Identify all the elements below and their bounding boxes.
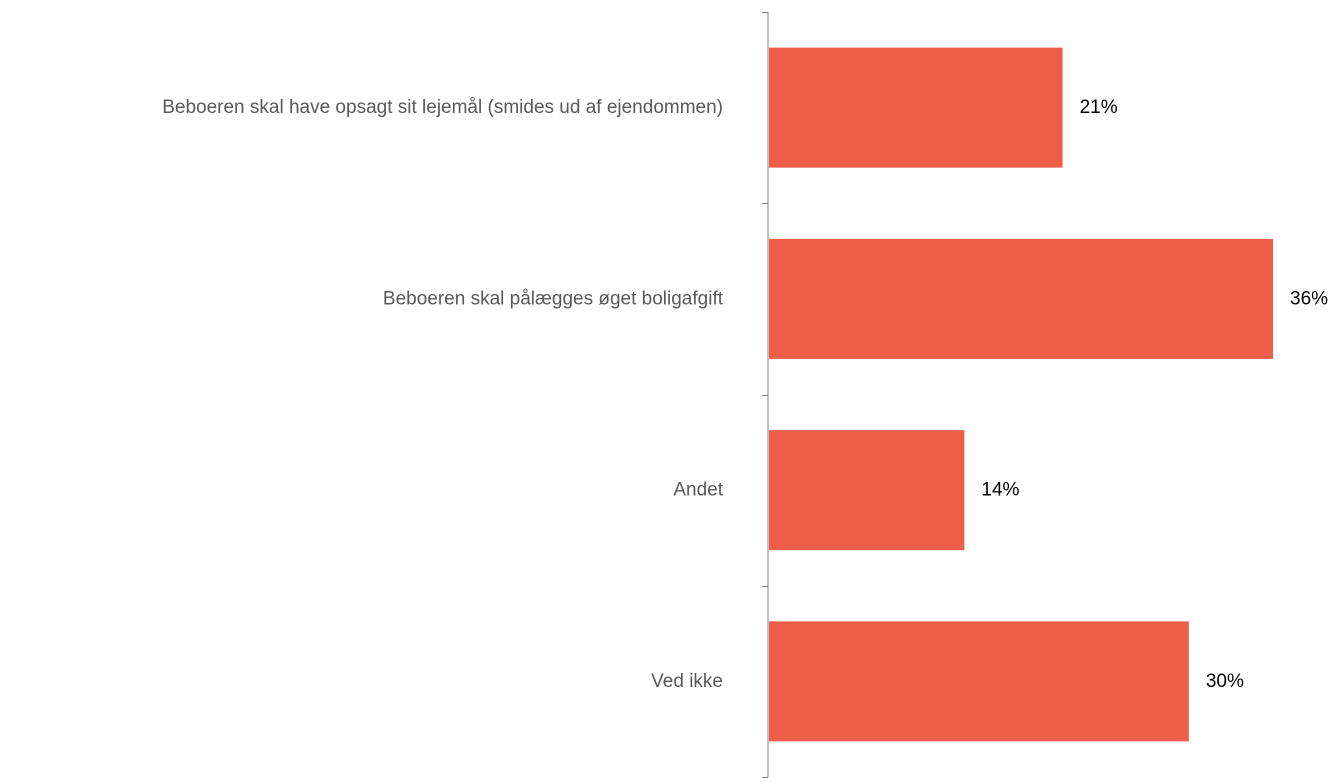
category-label: Andet	[673, 480, 723, 501]
bars-group	[769, 47, 1273, 742]
bar	[769, 238, 1273, 359]
value-label: 30%	[1206, 671, 1244, 692]
category-label: Ved ikke	[651, 671, 723, 692]
bar	[769, 621, 1189, 742]
value-label: 14%	[981, 480, 1019, 501]
category-label: Beboeren skal pålægges øget boligafgift	[383, 288, 724, 309]
bar	[769, 430, 965, 551]
category-axis	[762, 12, 769, 778]
value-label: 36%	[1290, 288, 1328, 309]
value-label: 21%	[1080, 97, 1118, 118]
labels-group: Beboeren skal have opsagt sit lejemål (s…	[162, 97, 1328, 692]
category-label: Beboeren skal have opsagt sit lejemål (s…	[162, 97, 723, 118]
bar	[769, 47, 1063, 168]
